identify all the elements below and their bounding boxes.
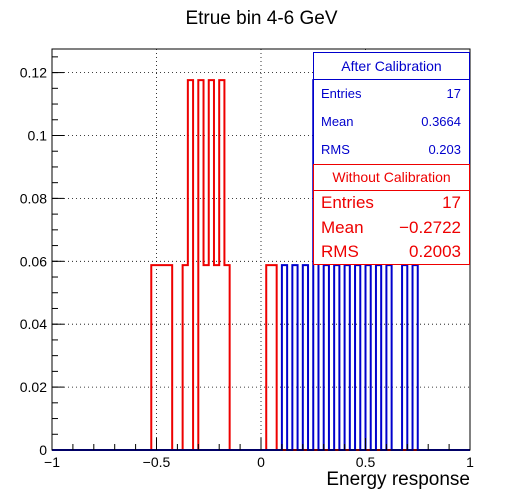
stats-value: 17 <box>442 193 461 212</box>
x-axis-label: Energy response <box>326 469 470 490</box>
y-tick-label: 0.1 <box>28 127 48 143</box>
y-tick-label: 0.06 <box>20 253 47 269</box>
stats-label: RMS <box>321 142 350 157</box>
stats-label: Mean <box>321 114 354 129</box>
y-tick-label: 0.04 <box>20 316 47 332</box>
stats-value: −0.2722 <box>399 217 461 237</box>
stats-row-rms: RMS 0.2003 <box>314 240 469 265</box>
stats-value: 17 <box>446 86 461 101</box>
y-tick-label: 0 <box>39 442 47 458</box>
stats-value: 0.3664 <box>421 114 461 129</box>
stats-box-without-calibration: Without Calibration Entries 17 Mean −0.2… <box>313 164 470 265</box>
stats-row-entries: Entries 17 <box>314 80 469 108</box>
chart-title: Etrue bin 4-6 GeV <box>185 8 338 29</box>
axis-ticks <box>51 56 471 451</box>
y-tick-label: 0.12 <box>20 65 47 81</box>
stats-box-after-calibration: After Calibration Entries 17 Mean 0.3664… <box>313 52 470 165</box>
stats-row-mean: Mean −0.2722 <box>314 216 469 241</box>
stats-title: Without Calibration <box>314 165 469 191</box>
y-tick-label: 0.08 <box>20 190 47 206</box>
x-tick-label: 0 <box>257 454 265 470</box>
y-tick-label: 0.02 <box>20 379 47 395</box>
stats-label: Mean <box>321 217 364 237</box>
x-tick-label: 0.5 <box>356 454 376 470</box>
stats-value: 0.203 <box>428 142 461 157</box>
stats-label: Entries <box>321 193 374 212</box>
x-tick-label: −1 <box>44 454 60 470</box>
stats-label: RMS <box>321 242 359 261</box>
stats-title: After Calibration <box>314 53 469 80</box>
stats-row-mean: Mean 0.3664 <box>314 108 469 136</box>
x-tick-label: 1 <box>466 454 474 470</box>
stats-row-rms: RMS 0.203 <box>314 136 469 164</box>
x-tick-label: −0.5 <box>143 454 171 470</box>
stats-value: 0.2003 <box>409 242 461 261</box>
tick-labels: −1 −0.5 0 0.5 1 0 0.02 0.04 0.06 0.08 0.1 0.12 <box>20 65 474 470</box>
stats-label: Entries <box>321 86 362 101</box>
stats-row-entries: Entries 17 <box>314 191 469 216</box>
